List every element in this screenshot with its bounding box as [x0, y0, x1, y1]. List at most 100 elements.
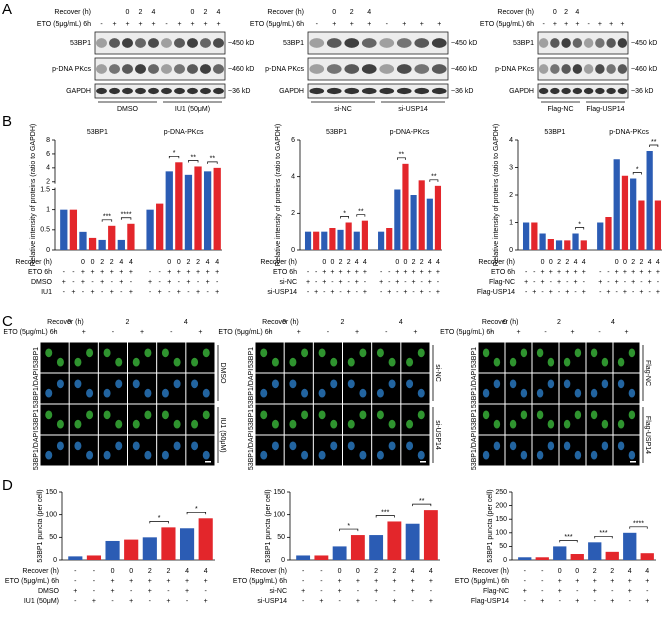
condition-mark: 4	[428, 259, 432, 266]
condition-mark: -	[93, 568, 96, 575]
nucleus	[601, 441, 609, 451]
blot-band	[379, 38, 395, 48]
bar	[213, 167, 221, 250]
condition-mark: +	[374, 588, 378, 595]
size-label: ~450 kD	[631, 40, 657, 47]
condition-mark: -	[320, 578, 323, 585]
condition-mark: +	[100, 269, 104, 276]
protein-label: p-DNA PKcs	[52, 66, 91, 73]
bar	[296, 555, 311, 560]
condition-mark: +	[631, 269, 635, 276]
condition-mark: 4	[628, 568, 632, 575]
group-label: DMSO	[117, 106, 139, 113]
bar	[175, 162, 183, 250]
bar	[535, 557, 549, 560]
y-tick-label: 0	[509, 247, 513, 254]
condition-mark: -	[357, 588, 360, 595]
condition-mark: 2	[374, 568, 378, 575]
condition-mark: +	[645, 598, 649, 605]
recover-label: 4	[367, 9, 371, 16]
condition-mark: -	[320, 568, 323, 575]
y-tick-label: 1	[509, 219, 513, 226]
condition-mark: -	[576, 588, 579, 595]
condition-mark: +	[196, 289, 200, 296]
micrograph	[98, 342, 127, 373]
recover-label: 4	[399, 319, 403, 326]
condition-mark: +	[523, 588, 527, 595]
recover-label: 2	[350, 9, 354, 16]
recover-label: 2	[341, 319, 345, 326]
row-label: ETO (5μg/mL) 6h	[3, 329, 57, 336]
condition-mark: +	[656, 269, 660, 276]
condition-mark: +	[582, 269, 586, 276]
blot-band	[583, 64, 594, 74]
condition-mark: +	[541, 269, 545, 276]
bar	[361, 220, 368, 250]
bar	[142, 537, 157, 560]
sig-label: **	[210, 156, 216, 163]
condition-mark: -	[559, 598, 562, 605]
condition-mark: +	[322, 269, 326, 276]
condition-mark: -	[629, 598, 632, 605]
condition-label: Flag-USP14	[471, 598, 509, 605]
condition-mark: +	[92, 598, 96, 605]
blot-band	[361, 64, 377, 74]
nucleus	[388, 441, 396, 451]
panel-letter: C	[2, 313, 13, 330]
micrograph	[559, 435, 586, 466]
nucleus	[86, 388, 94, 398]
condition-mark: -	[583, 279, 586, 286]
bar	[572, 233, 579, 250]
nucleus	[161, 450, 169, 460]
bar	[640, 553, 654, 560]
micrograph	[255, 435, 284, 466]
condition-mark: +	[411, 588, 415, 595]
condition-mark: +	[355, 269, 359, 276]
recover-label: 0	[503, 319, 507, 326]
condition-label: IU1 (50μM)	[24, 598, 59, 605]
condition-mark: 0	[338, 568, 342, 575]
condition-label: DMSO	[31, 279, 53, 286]
bar	[332, 546, 347, 560]
eto-mark: -	[490, 329, 493, 336]
bar	[570, 554, 584, 560]
condition-mark: +	[363, 289, 367, 296]
y-tick-label: 50	[277, 534, 285, 541]
recover-label: 2	[557, 319, 561, 326]
condition-mark: +	[392, 578, 396, 585]
condition-mark: +	[319, 598, 323, 605]
sig-label: ****	[121, 212, 132, 219]
condition-mark: +	[204, 598, 208, 605]
nucleus	[574, 410, 582, 420]
condition-label: ETO (5μg/mL) 6h	[455, 578, 509, 585]
condition-mark: -	[558, 289, 561, 296]
nucleus	[45, 450, 53, 460]
nucleus	[376, 388, 384, 398]
y-tick-label: 0	[291, 247, 295, 254]
nucleus	[56, 379, 64, 389]
micrograph	[69, 404, 98, 435]
condition-mark: -	[159, 269, 162, 276]
condition-label: Recover (h)	[22, 568, 59, 575]
condition-mark: +	[628, 588, 632, 595]
blot-band	[583, 87, 594, 95]
condition-mark: 2	[412, 259, 416, 266]
sig-label: *	[195, 506, 198, 513]
micrograph	[255, 373, 284, 404]
bar	[394, 189, 401, 250]
condition-mark: -	[74, 598, 77, 605]
bar	[605, 217, 612, 250]
bar	[553, 546, 567, 560]
sig-bracket	[120, 217, 132, 220]
blot-band	[617, 38, 628, 48]
micrograph	[255, 404, 284, 435]
blot-band	[595, 38, 605, 48]
y-axis-title: Relative intensity of proteins (ratio to…	[493, 124, 500, 266]
condition-mark: -	[339, 289, 342, 296]
nucleus	[388, 357, 396, 367]
condition-mark: -	[315, 269, 318, 276]
micrograph	[532, 435, 559, 466]
condition-mark: +	[62, 279, 66, 286]
condition-mark: +	[565, 269, 569, 276]
